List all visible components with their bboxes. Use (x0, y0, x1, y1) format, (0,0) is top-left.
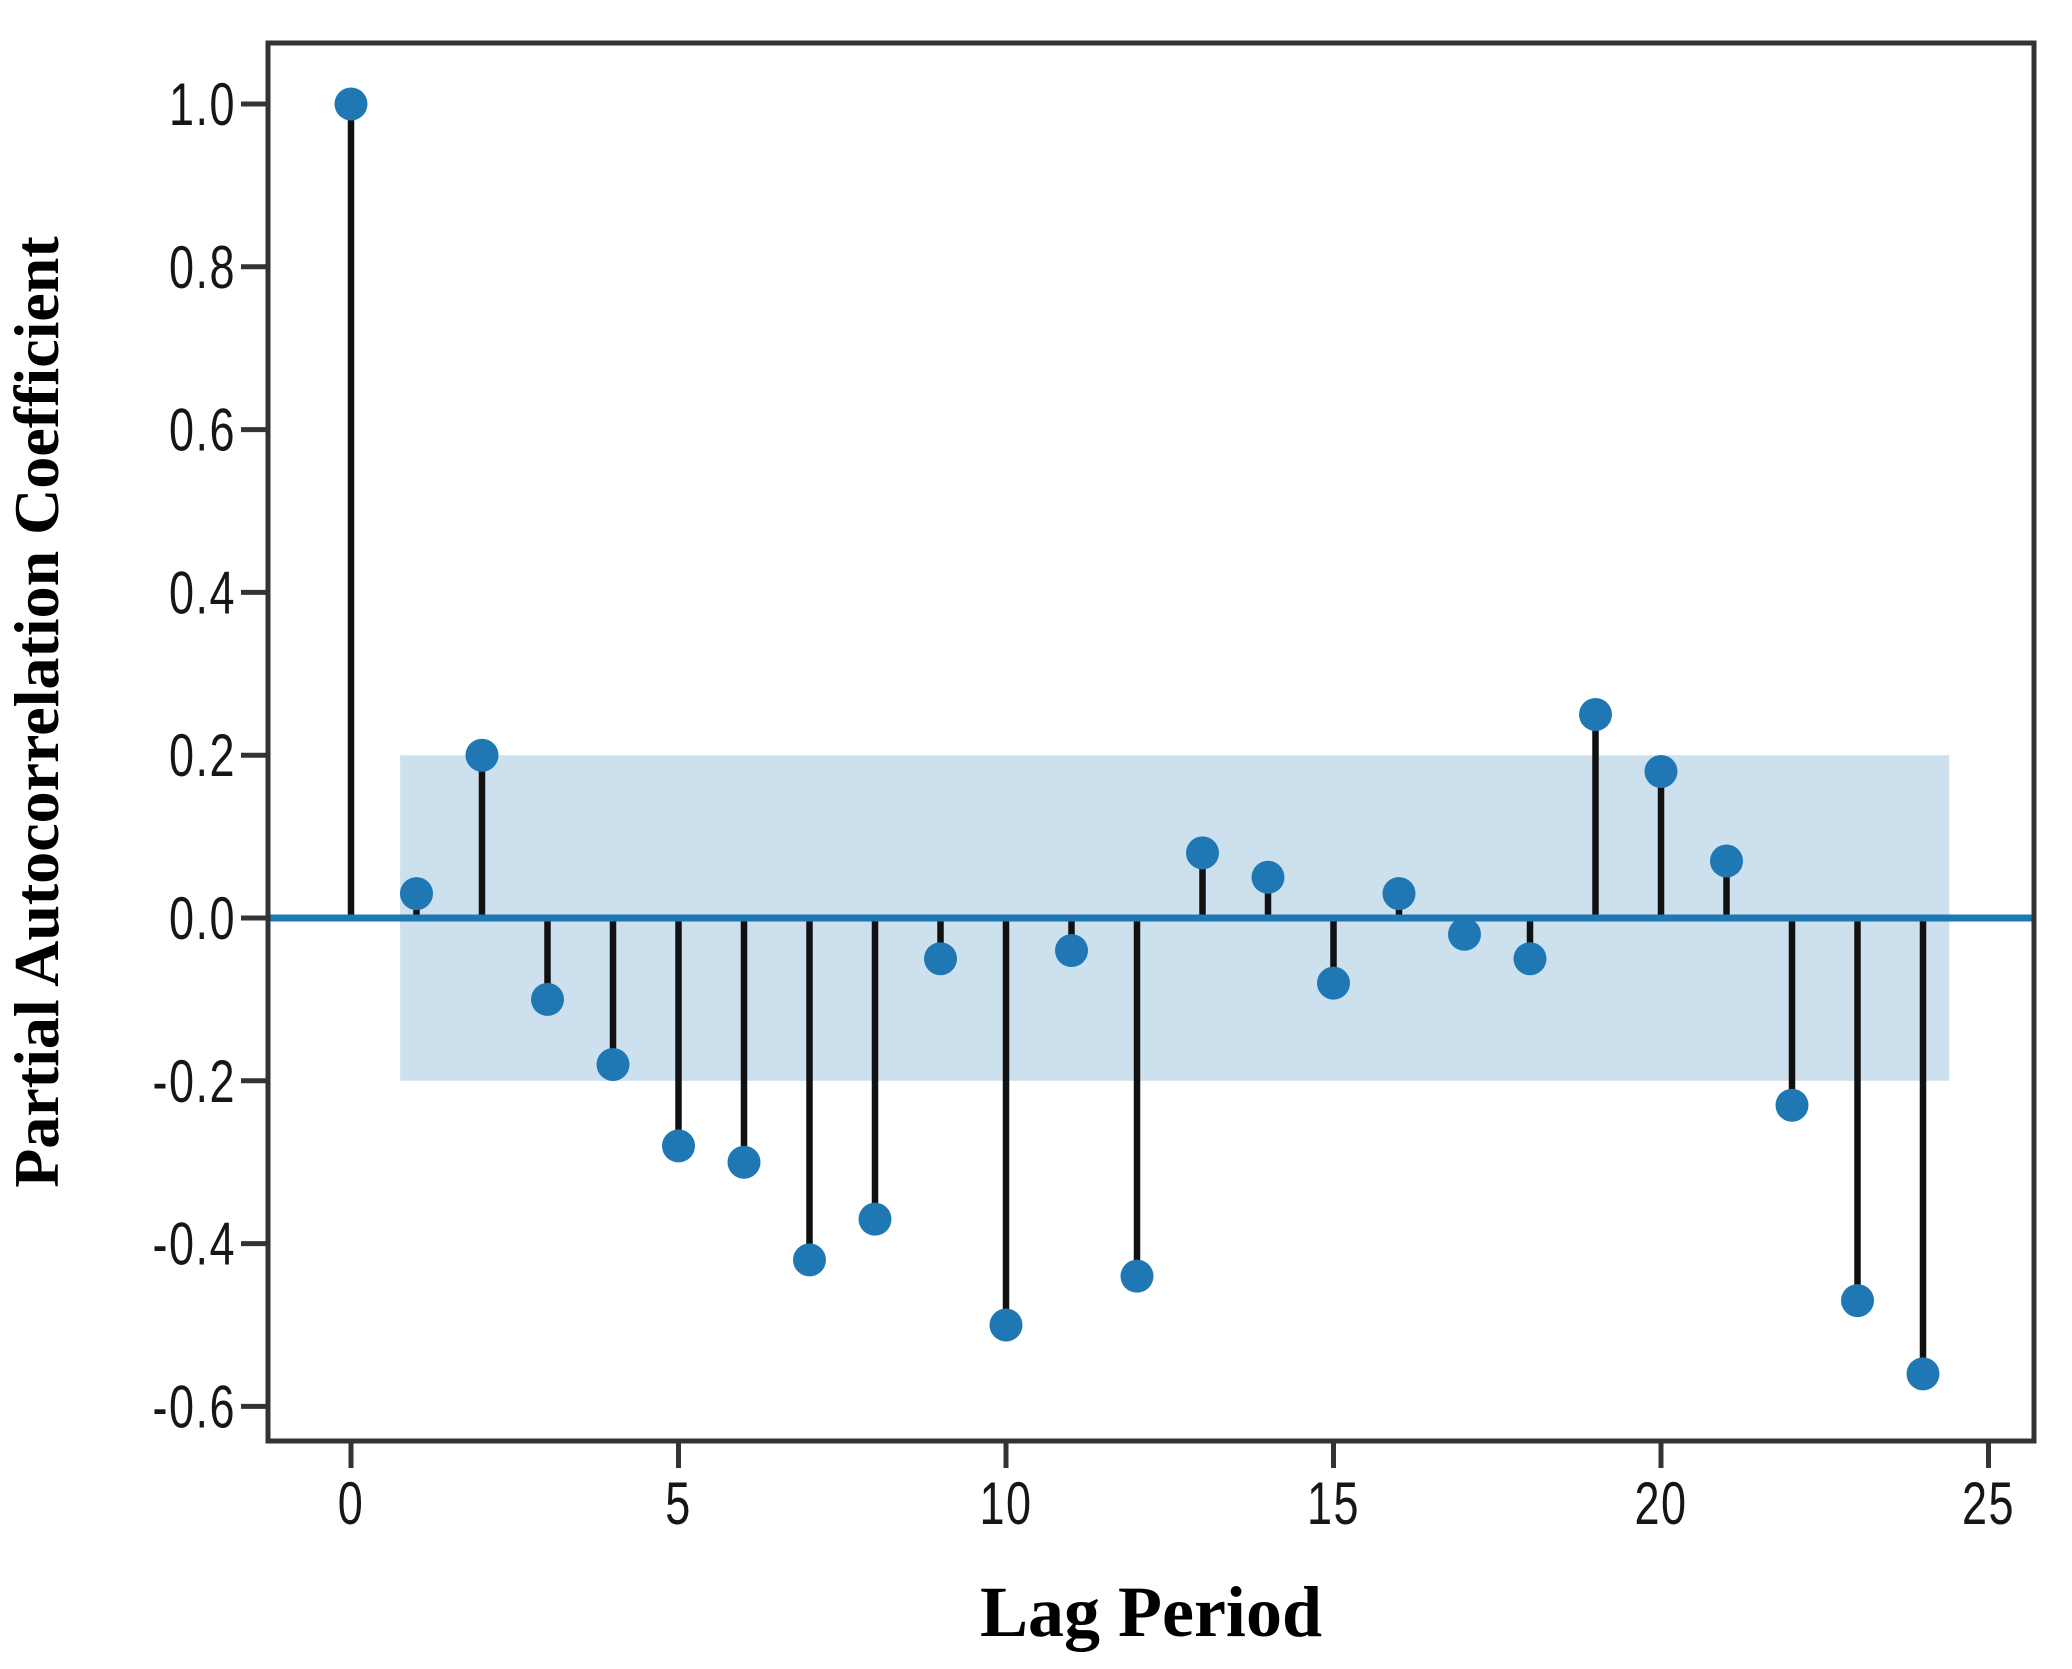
marker-lag-1 (400, 877, 433, 911)
x-tick-label-25: 25 (1962, 1471, 2015, 1538)
marker-lag-19 (1579, 698, 1612, 731)
x-tick-label-0: 0 (338, 1471, 365, 1538)
marker-lag-14 (1251, 860, 1285, 894)
marker-lag-23 (1841, 1284, 1874, 1318)
y-tick-label-0.6: 0.6 (169, 397, 236, 464)
marker-lag-5 (662, 1129, 695, 1163)
x-tick-label-15: 15 (1307, 1471, 1360, 1538)
plot-frame (265, 40, 2037, 1444)
x-ticks-layer: 0 5 10 15 20 25 (338, 1441, 2015, 1538)
y-tick-label-0.2: 0.2 (169, 723, 236, 790)
y-tick-label-1.0: 1.0 (169, 72, 236, 139)
y-tick-label--0.6: -0.6 (152, 1374, 236, 1441)
marker-lag-4 (596, 1048, 630, 1082)
marker-lag-17 (1448, 917, 1481, 951)
y-ticks-layer: 1.0 0.8 0.6 0.4 0.2 0.0 -0.2 -0.4 -0.6 (152, 72, 268, 1441)
marker-lag-6 (727, 1145, 761, 1179)
marker-lag-7 (793, 1243, 826, 1277)
marker-lag-11 (1055, 934, 1088, 968)
y-tick-label-0.4: 0.4 (169, 560, 236, 627)
marker-lag-9 (924, 942, 957, 976)
x-tick-label-10: 10 (979, 1471, 1032, 1538)
marker-lag-15 (1317, 966, 1350, 1000)
y-tick-label--0.2: -0.2 (152, 1049, 236, 1116)
marker-lag-22 (1775, 1088, 1809, 1122)
axes-frame-layer (265, 40, 2037, 1444)
marker-lag-10 (989, 1308, 1023, 1342)
marker-lag-16 (1382, 877, 1416, 911)
marker-lag-21 (1710, 844, 1743, 878)
marker-lag-13 (1186, 836, 1219, 870)
marker-lag-2 (465, 738, 499, 772)
y-axis-title: Partial Autocorrelation Coefficient (1, 236, 72, 1188)
marker-lag-20 (1644, 754, 1678, 788)
marker-lag-12 (1120, 1259, 1154, 1293)
y-tick-label-0.0: 0.0 (169, 886, 236, 953)
x-tick-label-20: 20 (1634, 1471, 1687, 1538)
x-tick-label-5: 5 (665, 1471, 692, 1538)
marker-lag-8 (858, 1202, 892, 1236)
y-tick-label-0.8: 0.8 (169, 235, 236, 302)
markers-layer (334, 87, 1940, 1391)
x-axis-title: Lag Period (980, 1572, 1322, 1652)
marker-lag-3 (531, 982, 564, 1016)
marker-lag-18 (1513, 942, 1547, 976)
stems-layer (347, 104, 1927, 1374)
marker-lag-0 (334, 87, 368, 121)
y-tick-label--0.4: -0.4 (152, 1211, 236, 1278)
marker-lag-24 (1906, 1357, 1940, 1391)
